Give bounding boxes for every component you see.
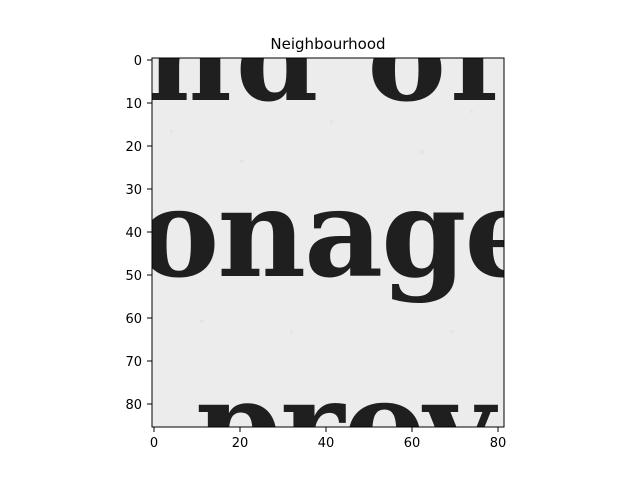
text-fragment-middle: onage <box>138 161 540 305</box>
x-tick-label: 80 <box>490 436 507 451</box>
x-tick-label: 20 <box>232 436 249 451</box>
y-tick-label: 70 <box>125 355 142 370</box>
text-fragment-top: nd of <box>146 0 508 128</box>
image-panel: nd of onage prov <box>138 0 540 480</box>
y-tick-label: 20 <box>125 140 142 155</box>
y-tick-label: 40 <box>125 226 142 241</box>
x-axis: 0 20 40 60 80 <box>150 427 506 451</box>
image-frame <box>151 57 505 428</box>
plot-title: Neighbourhood <box>270 35 385 53</box>
image-background <box>152 58 504 427</box>
text-fragment-bottom: prov <box>196 353 498 480</box>
x-tick-label: 60 <box>404 436 421 451</box>
y-tick-label: 30 <box>125 183 142 198</box>
paper-texture <box>170 110 473 334</box>
y-tick-label: 50 <box>125 269 142 284</box>
y-tick-label: 80 <box>125 398 142 413</box>
x-tick-label: 40 <box>318 436 335 451</box>
x-tick-label: 0 <box>150 436 158 451</box>
y-tick-label: 0 <box>134 54 142 69</box>
y-tick-label: 60 <box>125 312 142 327</box>
y-axis: 0 10 20 30 40 50 60 70 80 <box>125 54 152 413</box>
y-tick-label: 10 <box>125 97 142 112</box>
